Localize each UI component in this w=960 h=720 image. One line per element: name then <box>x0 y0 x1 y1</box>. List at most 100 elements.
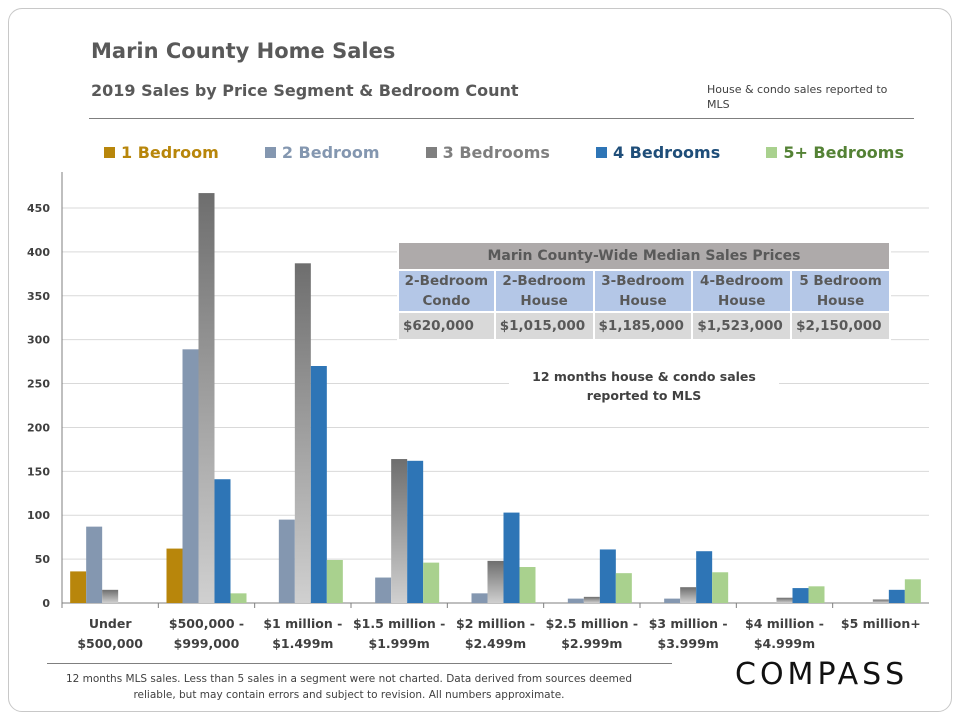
x-tick-label: $1.999m <box>369 636 430 651</box>
source-note: House & condo sales reported to MLS <box>707 83 888 111</box>
chart-subtitle: 2019 Sales by Price Segment & Bedroom Co… <box>91 81 519 100</box>
compass-logo: COMPASS <box>735 657 909 692</box>
bar-2-bedroom <box>471 593 488 603</box>
divider <box>89 118 914 119</box>
x-tick-label: Under <box>89 616 132 631</box>
y-tick-label: 100 <box>27 509 50 522</box>
bar-4-bedrooms <box>792 588 809 603</box>
bar-2-bedroom <box>182 349 199 603</box>
bar-4-bedrooms <box>888 589 905 603</box>
y-tick-label: 50 <box>35 553 51 566</box>
table-cell: $1,015,000 <box>493 311 595 341</box>
bar-5-bedrooms <box>519 567 536 603</box>
legend-item: 3 Bedrooms <box>425 143 550 162</box>
legend-item: 2 Bedroom <box>264 143 380 162</box>
bar-4-bedrooms <box>696 551 713 603</box>
chart-annotation: 12 months house & condo sales reported t… <box>509 367 779 405</box>
bar-5-bedrooms <box>230 593 247 603</box>
y-tick-label: 400 <box>27 246 50 259</box>
bar-2-bedroom <box>86 526 103 603</box>
table-header: 2-Bedroom Condo <box>397 269 496 313</box>
bar-3-bedrooms <box>776 597 793 603</box>
x-tick-label: $999,000 <box>174 636 240 651</box>
bar-5-bedrooms <box>808 586 825 603</box>
slide: Marin County Home Sales 2019 Sales by Pr… <box>8 8 952 712</box>
table-header-line: House <box>816 293 865 309</box>
bar-4-bedrooms <box>310 366 327 603</box>
bar-2-bedroom <box>375 577 392 603</box>
table-header-line: Condo <box>422 293 471 309</box>
table-header: 3-Bedroom House <box>592 269 694 313</box>
table-header-line: 2-Bedroom <box>404 273 489 289</box>
footer-divider <box>47 663 672 664</box>
legend-label: 5+ Bedrooms <box>783 143 904 162</box>
legend-label: 3 Bedrooms <box>442 143 550 162</box>
median-price-table: Marin County-Wide Median Sales Prices 2-… <box>397 241 891 341</box>
legend-swatch <box>766 147 778 158</box>
x-tick-label: $500,000 <box>77 636 143 651</box>
table-cell: $1,185,000 <box>592 311 694 341</box>
bar-2-bedroom <box>567 598 584 603</box>
table-title: Marin County-Wide Median Sales Prices <box>397 241 891 271</box>
bar-2-bedroom <box>278 519 295 603</box>
x-tick-label: $1.5 million - <box>353 616 445 631</box>
bar-1-bedroom <box>70 571 87 603</box>
legend-swatch <box>595 147 607 158</box>
bar-5-bedrooms <box>712 572 729 603</box>
legend-swatch <box>104 147 115 158</box>
bar-3-bedrooms <box>680 587 697 603</box>
chart-title: Marin County Home Sales <box>91 39 396 63</box>
table-header: 2-Bedroom House <box>493 269 595 313</box>
bar-3-bedrooms <box>294 263 311 603</box>
x-tick-label: $4 million - <box>745 616 824 631</box>
bar-4-bedrooms <box>407 460 424 603</box>
y-tick-label: 0 <box>42 597 50 610</box>
table-cell: $1,523,000 <box>691 311 793 341</box>
bar-4-bedrooms <box>503 512 520 603</box>
legend-label: 1 Bedroom <box>121 143 219 162</box>
table-header: 5 Bedroom House <box>790 269 891 313</box>
bar-3-bedrooms <box>198 193 215 604</box>
x-tick-label: $2.999m <box>561 636 622 651</box>
legend-item: 1 Bedroom <box>104 143 219 162</box>
legend: 1 Bedroom 2 Bedroom 3 Bedrooms 4 Bedrooms 5+… <box>104 143 904 162</box>
table-header-line: 5 Bedroom <box>799 273 882 289</box>
x-tick-label: $500,000 - <box>169 616 244 631</box>
x-tick-label: $5 million+ <box>841 616 921 631</box>
table-header-line: 4-Bedroom <box>700 273 784 289</box>
legend-label: 4 Bedrooms <box>612 143 721 162</box>
bar-2-bedroom <box>664 598 681 603</box>
bar-3-bedrooms <box>872 599 889 603</box>
legend-swatch <box>425 147 437 158</box>
x-tick-label: $2.5 million - <box>546 616 638 631</box>
x-tick-label: $1.499m <box>272 636 333 651</box>
table-header-line: House <box>520 293 568 309</box>
y-tick-label: 300 <box>27 334 50 347</box>
bar-5-bedrooms <box>326 559 343 603</box>
bar-3-bedrooms <box>391 459 408 603</box>
table-header-line: House <box>718 293 766 309</box>
table-header-line: 3-Bedroom <box>601 273 685 289</box>
bar-1-bedroom <box>166 548 183 603</box>
y-tick-label: 350 <box>27 290 50 303</box>
table-header-line: House <box>619 293 667 309</box>
x-tick-label: $1 million - <box>263 616 342 631</box>
y-tick-label: 250 <box>27 378 50 391</box>
bar-3-bedrooms <box>583 596 600 603</box>
bar-4-bedrooms <box>599 549 616 603</box>
bar-3-bedrooms <box>487 560 504 603</box>
bar-5-bedrooms <box>423 562 440 603</box>
x-tick-label: $2.499m <box>465 636 526 651</box>
y-tick-label: 450 <box>27 202 50 215</box>
table-header: 4-Bedroom House <box>691 269 793 313</box>
x-tick-label: $4.999m <box>754 636 815 651</box>
legend-swatch <box>264 147 276 158</box>
bar-3-bedrooms <box>102 589 119 603</box>
y-tick-label: 150 <box>27 465 50 478</box>
legend-item: 4 Bedrooms <box>595 143 721 162</box>
bar-5-bedrooms <box>904 579 921 603</box>
bar-5-bedrooms <box>615 573 632 603</box>
table-cell: $620,000 <box>397 311 496 341</box>
y-tick-label: 200 <box>27 421 50 434</box>
table-cell: $2,150,000 <box>790 311 891 341</box>
